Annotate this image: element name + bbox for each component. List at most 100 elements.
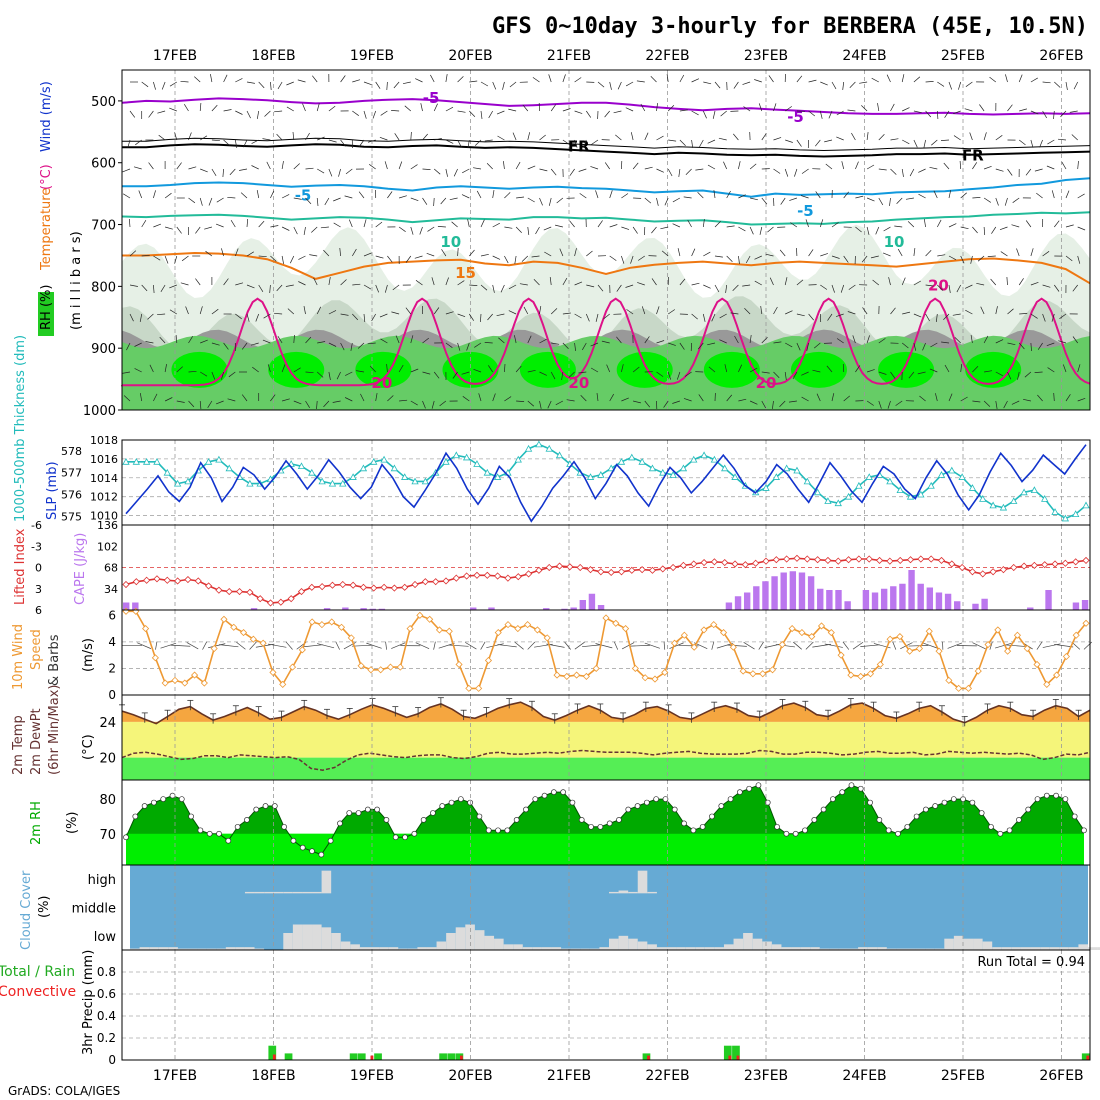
wind-barb	[367, 139, 376, 143]
cape-bar	[753, 586, 760, 610]
wind-barb	[964, 284, 973, 289]
wind-barb	[305, 371, 314, 374]
wind-speed-line-point	[827, 629, 835, 637]
wind-speed-line-point	[269, 668, 277, 676]
wind-barb	[664, 197, 669, 206]
lifted-index-line-point	[1082, 556, 1090, 564]
wind-barb	[431, 277, 435, 286]
wind-barb	[188, 166, 197, 170]
rh-point	[792, 830, 799, 837]
cloud-low-bar	[350, 944, 360, 950]
wind-barb	[800, 195, 809, 199]
wind-barb	[287, 308, 295, 315]
cape-bar	[762, 581, 769, 610]
wind-barb	[375, 393, 378, 402]
wind-barb	[733, 81, 739, 89]
celsius-label: (°C)	[39, 164, 54, 190]
wind-barb	[831, 222, 839, 228]
wind-barb	[502, 81, 505, 90]
wind-barb	[122, 168, 131, 173]
wind-barb	[498, 337, 505, 344]
wind-barb	[773, 103, 777, 112]
wind-barb	[579, 193, 587, 199]
wind-barb	[340, 75, 346, 83]
lifted-index-line-point	[545, 563, 553, 572]
thickness-line-point	[442, 457, 450, 465]
wind-barb	[562, 342, 569, 350]
wind-barb	[902, 311, 911, 315]
wind-barb	[1016, 248, 1020, 257]
wind-barb	[970, 335, 973, 344]
precip-total-bar	[447, 1053, 456, 1060]
wind-barb	[211, 139, 220, 142]
wind-barb	[820, 253, 829, 257]
wind-barb	[1030, 313, 1038, 319]
rh-blob-bright	[616, 351, 673, 388]
wind-barb	[925, 110, 932, 118]
li-tick-label: -6	[31, 519, 42, 532]
wind-barb	[948, 223, 957, 228]
cloud-low-bar	[235, 947, 245, 950]
wind-barb	[991, 226, 997, 234]
wind-speed-line-point	[386, 663, 395, 671]
wind-barb	[227, 398, 236, 402]
wind-barb	[339, 247, 341, 257]
lifted-index-line-point	[1010, 563, 1018, 572]
wind-barb	[703, 284, 711, 289]
rh-blob-bright	[703, 351, 760, 388]
wind-speed-line-point	[876, 660, 884, 669]
wind-barb	[227, 196, 236, 199]
wind-barb	[293, 334, 295, 344]
temp-area	[122, 702, 1090, 724]
thickness-line-point	[979, 495, 987, 502]
cape-bar	[862, 590, 870, 610]
cloud-unit-ylabel: (%)	[37, 896, 52, 919]
pressure-tick-label: 500	[91, 95, 116, 110]
surface-wind-barb	[249, 641, 257, 650]
wind-speed-line-point	[563, 672, 571, 680]
cloud-low-bar	[1078, 944, 1088, 950]
lifted-index-line-point	[762, 557, 770, 565]
wind-barb	[773, 168, 781, 174]
wind-barb	[405, 307, 412, 315]
wind-speed-line-point	[680, 631, 688, 639]
wind-barb	[519, 283, 528, 286]
wind-barb	[256, 190, 260, 199]
wind-barb	[492, 393, 496, 402]
thickness-line-point	[586, 473, 595, 480]
rh-point	[662, 796, 669, 802]
wind-barb	[691, 110, 699, 116]
lifted-index-line-point	[576, 563, 584, 572]
wind-barb	[255, 313, 260, 322]
wind-speed-line-point	[1043, 680, 1051, 688]
wind-barb	[199, 400, 202, 410]
wind-barb	[535, 226, 540, 235]
cloud-low-bar	[1097, 947, 1100, 950]
thickness-line-point	[803, 477, 811, 485]
wind-barb	[1030, 77, 1038, 83]
cape-label: CAPE (J/kg)	[73, 533, 88, 605]
surface-wind-barb	[285, 641, 293, 650]
wind-speed-line-point	[259, 639, 267, 647]
wind-barb	[267, 364, 271, 373]
page-title: GFS 0~10day 3-hourly for BERBERA (45E, 1…	[492, 14, 1088, 39]
wind-barb	[515, 226, 522, 234]
wind-barb	[1030, 110, 1039, 115]
rh-point	[876, 817, 883, 823]
cloud-high-bar	[312, 891, 322, 894]
lifted-index-line-point	[1061, 559, 1069, 567]
wind-barb	[474, 342, 482, 348]
wind-barb	[264, 110, 271, 117]
cloud-low-bar	[953, 935, 964, 950]
thickness-line-point	[968, 484, 977, 491]
wind-barb	[147, 313, 154, 320]
wind-barb	[609, 255, 617, 261]
wind-barb	[504, 396, 512, 402]
wind-speed-line-point	[808, 632, 816, 641]
wind-barb	[480, 219, 485, 228]
wind-barb	[333, 197, 341, 202]
thickness-line-point	[328, 479, 337, 487]
wind-barb	[913, 313, 922, 318]
wind-barb	[923, 139, 926, 148]
